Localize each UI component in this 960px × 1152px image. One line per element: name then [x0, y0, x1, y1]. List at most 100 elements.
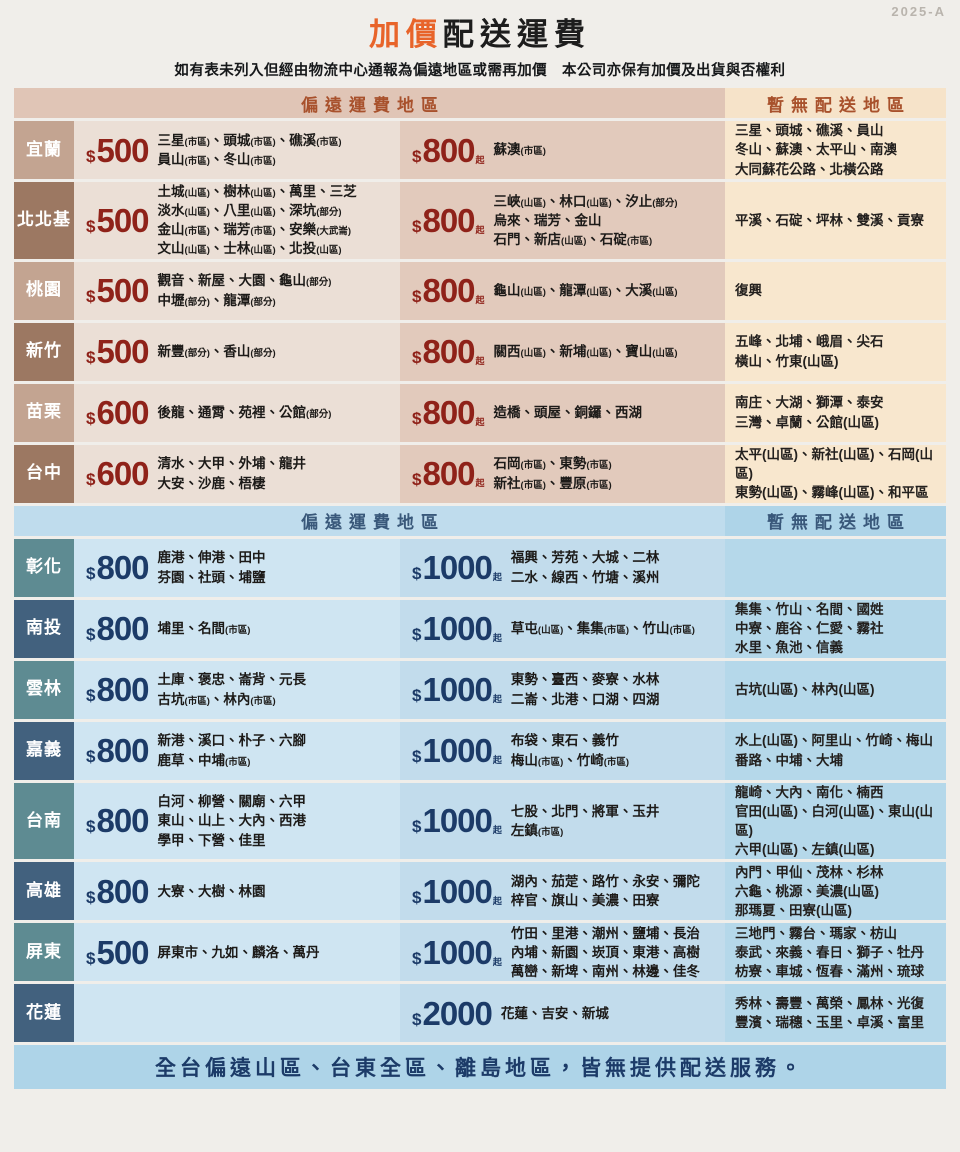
no-delivery-cell: 復興	[725, 261, 946, 320]
brown-row-group: 宜蘭 $500 三星(市區)、頭城(市區)、礁溪(市區) 員山(市區)、冬山(市區) $…	[14, 121, 946, 503]
price-from-suffix: 起	[475, 356, 485, 367]
currency-symbol: $	[86, 348, 96, 368]
fee-tier-1-cell: $500 新豐(部分)、香山(部分)	[74, 322, 400, 381]
no-delivery-cell: 集集、竹山、名間、國姓 中寮、鹿谷、仁愛、霧社 水里、魚池、信義	[725, 599, 946, 658]
table-row: 桃園 $500 觀音、新屋、大園、龜山(部分) 中壢(部分)、龍潭(部分) $800 起龜…	[14, 261, 946, 320]
poster-header: 加價配送運費 如有表未列入但經由物流中心通報為偏遠地區或需再加價 本公司亦保有加…	[0, 0, 960, 80]
currency-symbol: $	[412, 409, 422, 429]
region-label: 高雄	[14, 862, 74, 921]
no-delivery-list: 龍崎、大內、南化、楠西 官田(山區)、白河(山區)、東山(山區) 六甲(山區)、左鎮…	[735, 784, 933, 858]
region-label: 新竹	[14, 322, 74, 381]
fee-tier-1-cell: $500 三星(市區)、頭城(市區)、礁溪(市區) 員山(市區)、冬山(市區)	[74, 121, 400, 179]
region-label: 花蓮	[14, 984, 74, 1043]
fee-tier-2-cell: $1000 起草屯(山區)、集集(市區)、竹山(市區)	[400, 599, 725, 658]
table-row: 嘉義 $800 新港、溪口、朴子、六腳 鹿草、中埔(市區) $1000 起布袋、東石、義竹…	[14, 721, 946, 780]
table-row: 南投 $800 埔里、名間(市區) $1000 起草屯(山區)、集集(市區)、竹山(市區…	[14, 599, 946, 658]
price-amount: $800	[86, 802, 150, 840]
price-amount: $800 起	[412, 335, 485, 368]
price-from-suffix: 起	[492, 694, 502, 705]
price-from-suffix: 起	[492, 633, 502, 644]
currency-symbol: $	[86, 146, 96, 166]
price-amount: $800 起	[412, 204, 485, 237]
area-list: 觀音、新屋、大園、龜山(部分) 中壢(部分)、龍潭(部分)	[157, 273, 332, 308]
no-delivery-list: 三星、頭城、礁溪、員山 冬山、蘇澳、太平山、南澳 大同蘇花公路、北橫公路	[735, 123, 897, 177]
currency-symbol: $	[86, 686, 96, 706]
price-value: 800	[422, 131, 475, 169]
no-delivery-cell	[725, 538, 946, 597]
title-rest: 配送運費	[443, 17, 591, 52]
fee-tier-2-cell: $800 起龜山(山區)、龍潭(山區)、大溪(山區)	[400, 261, 725, 320]
currency-symbol: $	[86, 470, 96, 490]
area-list: 造橋、頭屋、銅鑼、西湖	[493, 405, 643, 421]
price-value: 1000	[422, 802, 492, 840]
area-list: 布袋、東石、義竹 梅山(市區)、竹崎(市區)	[510, 733, 630, 768]
currency-symbol: $	[412, 686, 422, 706]
currency-symbol: $	[412, 817, 422, 837]
area-list: 七股、北門、將軍、玉井 左鎮(市區)	[510, 803, 660, 838]
table-row: 屏東 $500 屏東市、九如、麟洛、萬丹 $1000 起竹田、里港、潮州、鹽埔、長治 內埔…	[14, 923, 946, 982]
currency-symbol: $	[412, 948, 422, 968]
table-row: 高雄 $800 大寮、大樹、林園 $1000 起湖內、茄萣、路竹、永安、彌陀 梓官、旗山、…	[14, 862, 946, 921]
price-from-suffix: 起	[475, 295, 485, 306]
section-header-brown: 偏遠運費地區 暫無配送地區	[14, 88, 946, 118]
region-label-char: 基	[53, 210, 71, 230]
currency-symbol: $	[412, 216, 422, 236]
area-list: 福興、芳苑、大城、二林 二水、線西、竹塘、溪州	[510, 550, 660, 585]
region-label: 雲林	[14, 660, 74, 719]
price-amount: $1000 起	[412, 551, 502, 584]
column-group-remote-fee: 偏遠運費地區	[14, 88, 725, 118]
price-value: 600	[96, 455, 149, 493]
fee-tier-2-cell: $800 起石岡(市區)、東勢(市區) 新社(市區)、豐原(市區)	[400, 444, 725, 503]
no-delivery-cell: 古坑(山區)、林內(山區)	[725, 660, 946, 719]
table-row: 花蓮 $2000 花蓮、吉安、新城 秀林、壽豐、萬榮、鳳林、光復 豐濱、瑞穗、玉里、卓溪…	[14, 984, 946, 1043]
currency-symbol: $	[412, 287, 422, 307]
price-value: 500	[96, 131, 149, 169]
blue-row-group: 彰化 $800 鹿港、伸港、田中 芬園、社頭、埔鹽 $1000 起福興、芳苑、大城、二林二…	[14, 538, 946, 1043]
no-delivery-list: 復興	[735, 283, 762, 299]
region-label: 屏東	[14, 923, 74, 982]
region-label-char: 投	[44, 618, 62, 638]
region-label-char: 台	[26, 463, 44, 483]
region-label-char: 雄	[44, 881, 62, 901]
region-label-char: 南	[44, 810, 62, 830]
region-label-char: 雲	[26, 679, 44, 699]
column-group-no-delivery: 暫無配送地區	[725, 88, 946, 118]
region-label-char: 義	[44, 740, 62, 760]
fee-tier-1-cell: $800 鹿港、伸港、田中 芬園、社頭、埔鹽	[74, 538, 400, 597]
no-delivery-cell: 平溪、石碇、坪林、雙溪、貢寮	[725, 182, 946, 259]
price-value: 800	[96, 610, 149, 648]
fee-tier-2-cell: $800 起造橋、頭屋、銅鑼、西湖	[400, 383, 725, 442]
region-label: 苗栗	[14, 383, 74, 442]
price-from-suffix: 起	[475, 417, 485, 428]
price-value: 2000	[422, 994, 492, 1032]
region-label-char: 中	[44, 463, 62, 483]
currency-symbol: $	[86, 625, 96, 645]
price-amount: $800	[86, 734, 150, 767]
price-amount: $1000 起	[412, 612, 502, 645]
fee-tier-2-cell: $1000 起福興、芳苑、大城、二林 二水、線西、竹塘、溪州	[400, 538, 725, 597]
table-row: 台中 $600 清水、大甲、外埔、龍井 大安、沙鹿、梧棲 $800 起石岡(市區)、東勢(…	[14, 444, 946, 503]
price-amount: $1000 起	[412, 936, 502, 969]
price-from-suffix: 起	[492, 755, 502, 766]
currency-symbol: $	[86, 948, 96, 968]
no-delivery-list: 水上(山區)、阿里山、竹崎、梅山 番路、中埔、大埔	[735, 733, 933, 768]
price-amount: $800	[86, 551, 150, 584]
currency-symbol: $	[412, 564, 422, 584]
price-value: 500	[96, 272, 149, 310]
no-delivery-list: 古坑(山區)、林內(山區)	[735, 682, 875, 698]
fee-tier-2-cell: $1000 起七股、北門、將軍、玉井 左鎮(市區)	[400, 782, 725, 860]
currency-symbol: $	[412, 625, 422, 645]
area-list: 龜山(山區)、龍潭(山區)、大溪(山區)	[493, 283, 678, 299]
currency-symbol: $	[86, 216, 96, 236]
currency-symbol: $	[86, 747, 96, 767]
price-value: 800	[96, 671, 149, 709]
price-value: 800	[96, 802, 149, 840]
price-value: 1000	[422, 549, 492, 587]
region-label-char: 東	[44, 942, 62, 962]
price-value: 600	[96, 394, 149, 432]
fee-tier-1-cell: $800 土庫、褒忠、崙背、元長 古坑(市區)、林內(市區)	[74, 660, 400, 719]
fee-tier-1-cell: $800 埔里、名間(市區)	[74, 599, 400, 658]
currency-symbol: $	[412, 1009, 422, 1029]
no-delivery-cell: 龍崎、大內、南化、楠西 官田(山區)、白河(山區)、東山(山區) 六甲(山區)、左鎮…	[725, 782, 946, 860]
area-list: 土庫、褒忠、崙背、元長 古坑(市區)、林內(市區)	[157, 672, 307, 707]
